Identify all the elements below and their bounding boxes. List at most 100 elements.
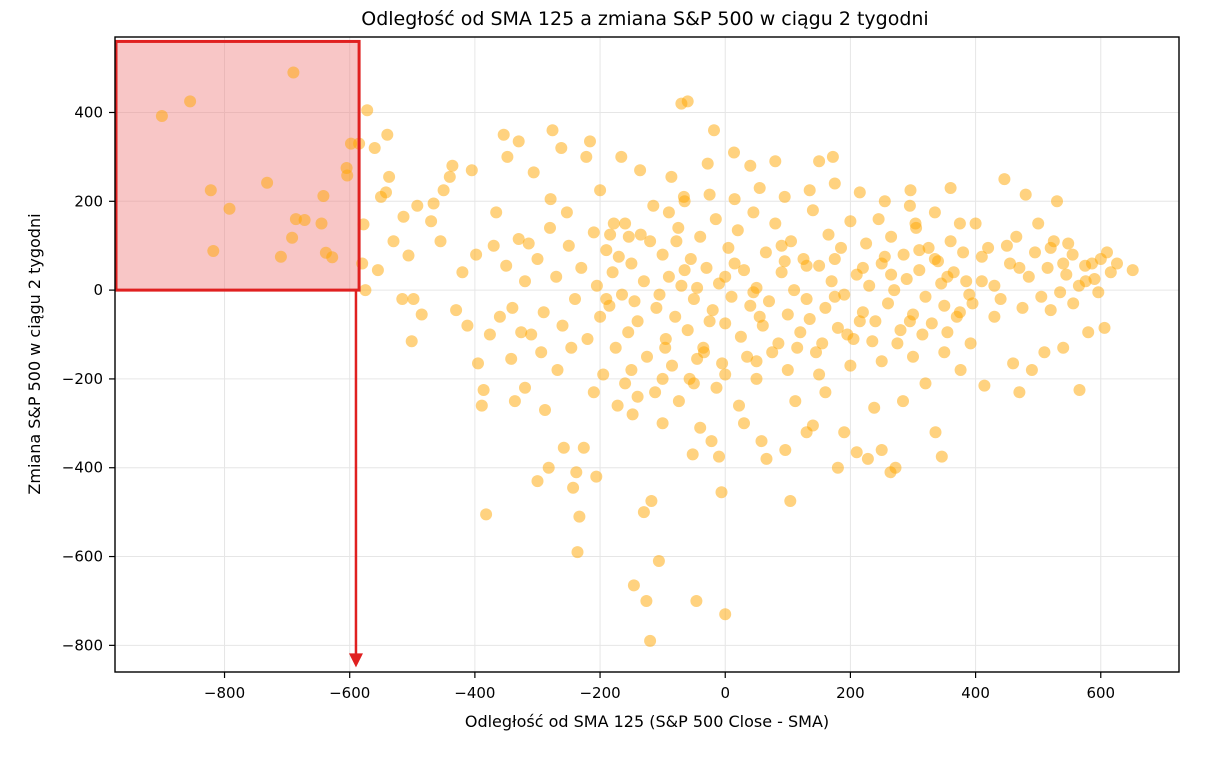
data-point — [928, 206, 941, 219]
data-point — [515, 326, 528, 339]
data-point — [594, 184, 607, 197]
data-point — [856, 261, 869, 274]
data-point — [1057, 257, 1070, 270]
data-point — [519, 381, 531, 394]
data-point — [763, 295, 775, 308]
data-point — [483, 328, 496, 341]
data-point — [709, 213, 722, 226]
data-point — [766, 346, 779, 359]
data-point — [500, 259, 513, 272]
data-point — [519, 275, 531, 288]
data-point — [565, 341, 578, 354]
data-point — [875, 355, 888, 368]
data-point — [806, 204, 819, 217]
data-point — [994, 293, 1007, 305]
data-point — [1035, 290, 1048, 303]
data-point — [878, 195, 891, 208]
data-point — [590, 279, 603, 292]
data-point — [835, 241, 847, 254]
data-point — [781, 308, 794, 321]
data-point — [1111, 257, 1123, 270]
data-point — [781, 364, 794, 376]
data-point — [957, 246, 970, 259]
plot-frame — [114, 36, 1180, 673]
data-point — [954, 364, 967, 376]
data-point — [844, 359, 857, 372]
data-point — [750, 355, 763, 368]
data-point — [703, 188, 716, 201]
data-point — [813, 259, 826, 272]
data-point — [753, 310, 766, 323]
data-point — [728, 257, 741, 270]
data-point — [1088, 273, 1101, 285]
data-point — [580, 150, 593, 163]
data-point — [560, 206, 573, 219]
data-point — [670, 235, 683, 248]
data-point — [825, 275, 838, 288]
data-point — [650, 301, 663, 314]
data-point — [681, 95, 694, 108]
data-point — [634, 228, 647, 241]
data-point — [791, 341, 804, 354]
data-point — [603, 299, 616, 312]
data-point — [863, 279, 876, 292]
data-point — [713, 450, 725, 463]
data-point — [913, 244, 926, 257]
data-point — [525, 328, 538, 341]
data-point — [785, 235, 797, 248]
data-point — [788, 284, 801, 297]
data-point — [616, 288, 628, 301]
data-point — [769, 155, 782, 168]
data-point — [647, 199, 660, 212]
data-point — [978, 379, 991, 392]
data-point — [734, 330, 747, 343]
data-point — [869, 315, 882, 328]
data-point — [659, 341, 672, 354]
data-point — [606, 266, 619, 279]
data-point — [800, 293, 813, 305]
data-point — [665, 170, 678, 183]
data-point — [694, 230, 707, 243]
data-point — [607, 217, 620, 230]
data-point — [1066, 248, 1079, 261]
data-point — [631, 315, 644, 328]
data-point — [866, 335, 879, 348]
y-tick-label: 0 — [93, 281, 103, 299]
data-point — [928, 253, 941, 265]
data-point — [637, 275, 650, 288]
data-point — [425, 215, 438, 228]
data-point — [1016, 301, 1029, 314]
data-point — [381, 128, 394, 141]
data-point — [800, 259, 813, 272]
data-point — [359, 284, 372, 297]
data-point — [975, 275, 988, 288]
data-point — [562, 239, 575, 252]
data-point — [656, 417, 669, 430]
data-point — [816, 337, 829, 350]
grid-layer — [115, 37, 1179, 672]
data-point — [644, 235, 657, 248]
overlay-layer — [114, 39, 363, 668]
data-point — [944, 235, 957, 248]
data-point — [512, 135, 525, 148]
data-point — [725, 290, 738, 303]
data-point — [407, 293, 420, 305]
data-point — [775, 239, 788, 252]
data-point — [755, 435, 768, 448]
data-point — [706, 304, 719, 317]
y-axis-ticks: −800 −600 −400 −200 0 200 400 — [62, 103, 115, 654]
data-point — [508, 395, 521, 408]
data-point — [567, 481, 580, 494]
data-point — [662, 206, 675, 219]
data-point — [838, 288, 851, 301]
data-point — [819, 386, 832, 399]
data-point — [317, 190, 330, 202]
data-point — [703, 315, 716, 328]
data-point — [1013, 261, 1026, 274]
data-point — [1126, 264, 1139, 277]
highlight-region-fill — [115, 41, 360, 291]
data-point — [461, 319, 474, 332]
data-point — [597, 368, 610, 381]
data-point — [487, 239, 500, 252]
